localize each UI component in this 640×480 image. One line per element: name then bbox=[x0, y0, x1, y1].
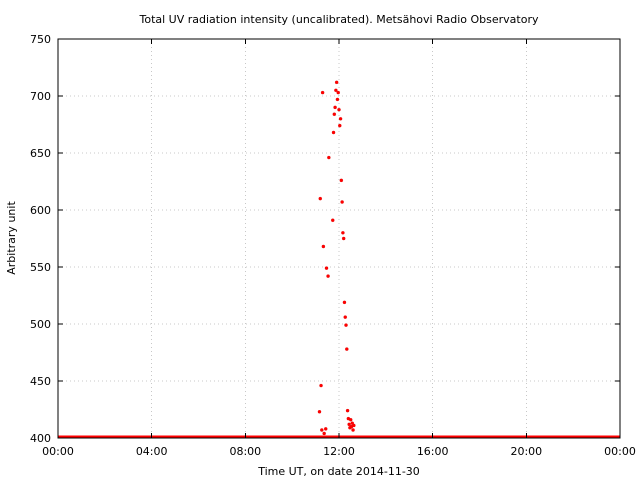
x-axis-label: Time UT, on date 2014-11-30 bbox=[257, 465, 420, 478]
data-point bbox=[338, 117, 343, 121]
data-point bbox=[345, 408, 350, 413]
y-tick-label: 550 bbox=[30, 261, 51, 274]
data-point bbox=[318, 196, 322, 201]
data-point bbox=[345, 347, 349, 351]
data-point bbox=[320, 428, 324, 432]
data-point bbox=[327, 155, 331, 160]
data-point bbox=[336, 90, 340, 95]
tick-labels: 400 450 500 550 600 650 700 750 00:00 04:00 08:00 1… bbox=[30, 33, 636, 458]
data-point bbox=[341, 231, 345, 235]
y-tick-label: 650 bbox=[30, 147, 51, 160]
data-point bbox=[332, 112, 337, 116]
data-point bbox=[351, 428, 355, 432]
chart-title: Total UV radiation intensity (uncalibrat… bbox=[139, 13, 539, 26]
x-tick-label: 04:00 bbox=[136, 445, 168, 458]
grid-lines bbox=[58, 39, 620, 438]
data-point bbox=[324, 266, 329, 270]
y-tick-label: 500 bbox=[30, 318, 51, 331]
data-point bbox=[321, 244, 326, 249]
data-point bbox=[331, 130, 336, 135]
data-point bbox=[334, 80, 339, 85]
data-point bbox=[347, 422, 351, 427]
data-point bbox=[333, 105, 337, 110]
data-point bbox=[324, 427, 328, 431]
data-point bbox=[340, 200, 344, 204]
data-point bbox=[338, 123, 342, 128]
data-point bbox=[322, 431, 326, 436]
x-tick-label: 00:00 bbox=[604, 445, 636, 458]
data-point bbox=[335, 97, 340, 102]
x-tick-label: 20:00 bbox=[510, 445, 542, 458]
data-point bbox=[339, 178, 344, 183]
x-tick-label: 12:00 bbox=[323, 445, 355, 458]
data-point bbox=[337, 107, 341, 112]
y-tick-label: 400 bbox=[30, 432, 51, 445]
data-point bbox=[326, 274, 330, 278]
data-point bbox=[334, 88, 338, 93]
data-point bbox=[320, 90, 325, 95]
y-tick-label: 750 bbox=[30, 33, 51, 46]
data-point bbox=[341, 236, 346, 241]
y-tick-label: 600 bbox=[30, 204, 51, 217]
x-tick-label: 16:00 bbox=[417, 445, 449, 458]
data-point bbox=[342, 300, 347, 305]
x-tick-label: 00:00 bbox=[42, 445, 74, 458]
plot-frame bbox=[57, 38, 621, 439]
data-point bbox=[344, 323, 348, 327]
data-points bbox=[317, 80, 356, 436]
y-axis-label: Arbitrary unit bbox=[5, 201, 18, 275]
data-point bbox=[317, 410, 322, 414]
data-point bbox=[352, 423, 356, 428]
data-point bbox=[319, 383, 323, 388]
data-point bbox=[331, 218, 335, 222]
y-tick-label: 700 bbox=[30, 90, 51, 103]
y-tick-label: 450 bbox=[30, 375, 51, 388]
data-point bbox=[343, 315, 347, 319]
data-point bbox=[349, 418, 353, 422]
x-tick-label: 08:00 bbox=[229, 445, 261, 458]
